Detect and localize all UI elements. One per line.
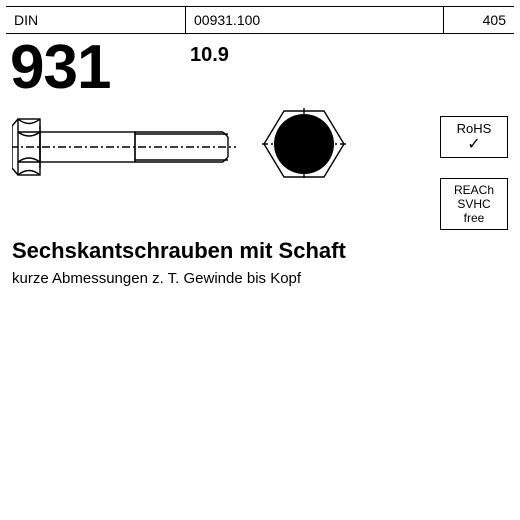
main-number: 931: [10, 32, 110, 103]
grade-label: 10.9: [190, 44, 229, 67]
check-icon: ✓: [443, 137, 505, 153]
reach-line2: SVHC: [443, 198, 505, 212]
reach-line3: free: [443, 212, 505, 226]
bolt-side-svg: [12, 116, 242, 178]
reach-badge: REACh SVHC free: [440, 178, 508, 230]
product-title: Sechskantschrauben mit Schaft: [12, 238, 346, 264]
hexagon-front-drawing: [262, 108, 346, 180]
rohs-label: RoHS: [443, 122, 505, 137]
header-standard: DIN: [6, 7, 186, 33]
product-subtitle: kurze Abmessungen z. T. Gewinde bis Kopf: [12, 270, 301, 287]
header-right: 405: [444, 7, 514, 33]
rohs-badge: RoHS ✓: [440, 116, 508, 158]
reach-line1: REACh: [443, 184, 505, 198]
bolt-side-drawing: [12, 116, 242, 178]
header-table: DIN 00931.100 405: [6, 6, 514, 34]
hexagon-svg: [262, 108, 346, 180]
header-code: 00931.100: [186, 7, 444, 33]
